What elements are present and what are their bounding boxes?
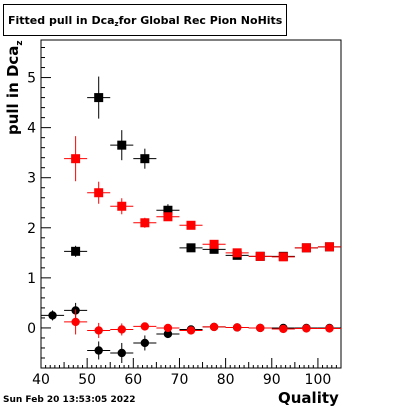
timestamp-footer: Sun Feb 20 13:53:05 2022 (3, 395, 136, 405)
data-point-square (140, 218, 150, 228)
data-point-circle (325, 324, 334, 333)
data-point-square (324, 242, 334, 252)
data-point-circle (140, 338, 150, 348)
data-point-square (94, 93, 104, 103)
y-tick-label: 4 (27, 121, 36, 137)
y-axis-label-main: pull in Dca (4, 45, 22, 135)
y-tick-label: 2 (27, 221, 36, 237)
data-point-circle (48, 311, 57, 320)
title-subscript: z (114, 20, 119, 28)
data-point-square (278, 252, 288, 262)
data-point-square (209, 239, 219, 249)
data-point-circle (117, 348, 126, 358)
data-point-circle (279, 324, 288, 334)
data-point-square (301, 243, 311, 253)
data-point-square (140, 154, 150, 164)
data-point-square (186, 220, 196, 230)
x-tick-label: 40 (32, 372, 50, 388)
data-point-circle (186, 326, 196, 335)
data-point-circle (71, 317, 80, 327)
data-point-square (255, 251, 265, 261)
x-tick-label: 70 (171, 372, 189, 388)
x-tick-label: 100 (305, 372, 332, 388)
data-point-square (71, 154, 81, 164)
data-point-circle (163, 329, 173, 339)
x-tick-label: 90 (263, 372, 281, 388)
data-point-circle (140, 322, 150, 331)
x-tick-label: 60 (124, 372, 142, 388)
x-tick-label: 80 (217, 372, 235, 388)
y-axis-label: pull in Dcaz (4, 40, 25, 135)
chart-title: Fitted pull in Dca z for Global Rec Pion … (3, 4, 288, 36)
data-point-circle (302, 324, 311, 333)
title-rest: for Global Rec Pion NoHits (118, 13, 283, 27)
data-point-circle (163, 323, 173, 333)
data-point-square (163, 212, 173, 222)
x-axis-label: Quality (278, 389, 339, 407)
data-point-square (117, 201, 127, 211)
data-point-circle (94, 346, 103, 355)
plot-frame (40, 39, 342, 369)
data-point-square (186, 243, 196, 253)
data-point-square (117, 140, 127, 150)
data-point-circle (209, 322, 219, 332)
data-point-square (209, 244, 219, 254)
data-point-circle (256, 323, 265, 333)
y-tick-label: 3 (27, 171, 36, 187)
data-point-square (163, 205, 173, 215)
data-point-square (94, 188, 104, 198)
y-axis-label-subscript: z (15, 40, 25, 46)
y-tick-label: 1 (27, 271, 36, 287)
data-point-circle (117, 325, 126, 334)
title-main: Fitted pull in Dca (8, 13, 115, 27)
data-point-circle (232, 323, 242, 332)
x-tick-label: 50 (78, 372, 96, 388)
data-point-circle (94, 326, 103, 335)
y-tick-label: 0 (27, 321, 36, 337)
y-tick-label: 5 (27, 71, 36, 87)
data-point-square (232, 248, 242, 258)
data-point-square (71, 246, 81, 256)
